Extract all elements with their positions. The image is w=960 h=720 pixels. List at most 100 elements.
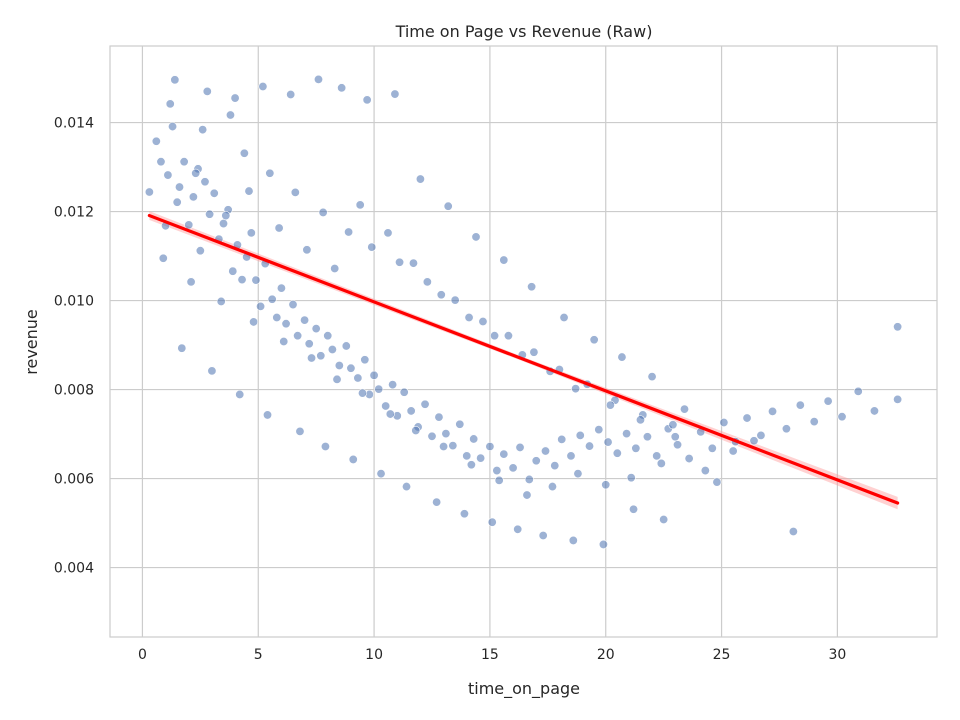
data-point <box>443 201 453 211</box>
data-point <box>464 312 474 322</box>
chart-title: Time on Page vs Revenue (Raw) <box>395 22 653 41</box>
data-point <box>432 497 442 507</box>
x-axis-label: time_on_page <box>468 679 580 699</box>
data-point <box>267 294 277 304</box>
data-point <box>293 331 303 341</box>
data-point <box>529 347 539 357</box>
y-tick-label: 0.006 <box>54 472 94 488</box>
data-point <box>508 463 518 473</box>
data-point <box>571 384 581 394</box>
data-point <box>550 461 560 471</box>
data-point <box>263 410 273 420</box>
y-tick-label: 0.008 <box>54 383 94 399</box>
data-point <box>163 170 173 180</box>
data-point <box>205 209 215 219</box>
data-point <box>360 355 370 365</box>
data-point <box>156 157 166 167</box>
data-point <box>320 442 330 452</box>
data-point <box>436 290 446 300</box>
data-point <box>334 361 344 371</box>
data-point <box>235 389 245 399</box>
data-point <box>527 282 537 292</box>
data-point <box>304 339 314 349</box>
data-point <box>202 86 212 96</box>
data-point <box>469 434 479 444</box>
data-point <box>158 253 168 263</box>
x-tick-label: 20 <box>597 647 615 663</box>
data-point <box>568 535 578 545</box>
data-point <box>175 182 185 192</box>
data-point <box>642 432 652 442</box>
data-point <box>768 406 778 416</box>
data-point <box>311 324 321 334</box>
data-point <box>246 228 256 238</box>
grid <box>110 46 937 637</box>
data-point <box>455 419 465 429</box>
data-point <box>547 482 557 492</box>
data-point <box>316 351 326 361</box>
data-point <box>323 331 333 341</box>
data-point <box>344 227 354 237</box>
data-point <box>459 509 469 519</box>
data-point <box>209 188 219 198</box>
data-point <box>492 466 502 476</box>
data-point <box>369 370 379 380</box>
data-point <box>795 400 805 410</box>
data-point <box>626 473 636 483</box>
data-point <box>355 200 365 210</box>
data-point <box>286 90 296 100</box>
x-tick-label: 30 <box>828 647 846 663</box>
data-point <box>707 443 717 453</box>
data-point <box>216 296 226 306</box>
data-point <box>411 426 421 436</box>
data-point <box>184 220 194 230</box>
regression-line-layer <box>147 213 900 505</box>
data-point <box>742 413 752 423</box>
data-point <box>853 386 863 396</box>
data-point <box>237 275 247 285</box>
data-point <box>422 277 432 287</box>
x-tick-label: 10 <box>365 647 383 663</box>
data-point <box>281 319 291 329</box>
data-point <box>434 412 444 422</box>
y-tick-label: 0.010 <box>54 294 94 310</box>
data-point <box>503 331 513 341</box>
data-point <box>522 490 532 500</box>
data-point <box>893 394 903 404</box>
data-point <box>274 223 284 233</box>
data-point <box>395 257 405 267</box>
data-point <box>198 125 208 135</box>
data-point <box>348 454 358 464</box>
data-point <box>390 89 400 99</box>
data-point <box>207 366 217 376</box>
data-point <box>531 456 541 466</box>
data-point <box>585 441 595 451</box>
data-point <box>462 451 472 461</box>
y-tick-label: 0.004 <box>54 561 94 577</box>
data-point <box>172 197 182 207</box>
data-point <box>684 454 694 464</box>
data-point <box>485 442 495 452</box>
data-point <box>313 74 323 84</box>
data-point <box>679 404 689 414</box>
data-point <box>230 93 240 103</box>
points-layer <box>144 74 903 549</box>
data-point <box>622 429 632 439</box>
data-point <box>478 316 488 326</box>
x-axis-ticks: 0 5 10 15 20 25 30 <box>138 647 846 663</box>
data-point <box>869 406 879 416</box>
data-point <box>605 400 615 410</box>
data-point <box>318 207 328 217</box>
data-point <box>188 192 198 202</box>
data-point <box>490 331 500 341</box>
data-point <box>302 245 312 255</box>
data-point <box>612 448 622 458</box>
data-point <box>244 186 254 196</box>
data-point <box>499 449 509 459</box>
data-point <box>200 177 210 187</box>
data-point <box>179 157 189 167</box>
y-axis-ticks: 0.004 0.006 0.008 0.010 0.012 0.014 <box>54 116 94 577</box>
data-point <box>362 95 372 105</box>
data-point <box>487 517 497 527</box>
